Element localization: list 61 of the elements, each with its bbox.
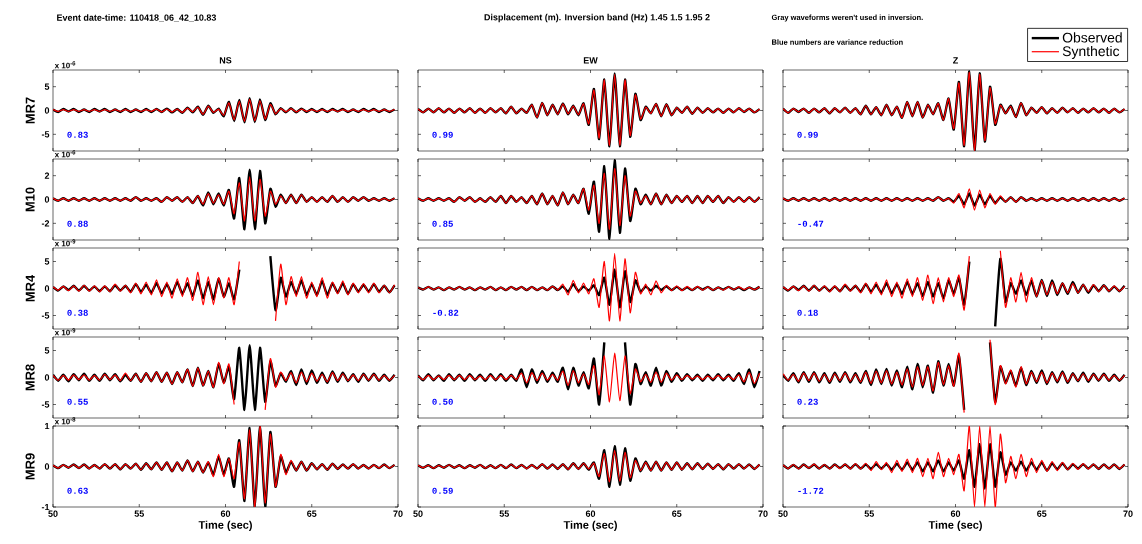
y-tick-label: 0 xyxy=(44,374,50,381)
y-tick-label: -1 xyxy=(41,503,50,511)
annotation: -0.47 xyxy=(798,220,824,227)
y-tick-label: -5 xyxy=(41,401,50,408)
x-tick-label: 55 xyxy=(499,510,509,517)
chart-title: EW xyxy=(583,57,598,64)
x-tick-label: 50 xyxy=(48,510,58,517)
y-tick-label: -2 xyxy=(41,220,50,227)
y-tick-label: 0 xyxy=(44,463,50,470)
y-tick-label: 5 xyxy=(44,347,50,354)
x-tick-label: 55 xyxy=(134,510,144,517)
y-tick-label: -5 xyxy=(41,312,50,319)
legend-label: Synthetic xyxy=(1062,45,1120,59)
x-axis-title: Time (sec) xyxy=(198,520,252,531)
x-tick-label: 65 xyxy=(1037,510,1047,517)
y-tick-label: 5 xyxy=(44,83,50,90)
chart-title: NS xyxy=(219,57,232,64)
annotation: 0.63 xyxy=(67,487,88,494)
x-tick-label: 50 xyxy=(413,510,423,517)
x-tick-label: 65 xyxy=(307,510,317,517)
annotation: 0.18 xyxy=(797,309,818,316)
y-tick-label: 2 xyxy=(44,172,50,179)
annotation: 0.99 xyxy=(797,131,818,138)
y-axis-title: MR8 xyxy=(25,364,35,391)
y-tick-label: 5 xyxy=(44,258,50,265)
annotation: 0.83 xyxy=(67,131,88,138)
legend-label: Observed xyxy=(1062,32,1122,43)
x-tick-label: 60 xyxy=(950,510,961,517)
y-tick-label: 1 xyxy=(45,422,50,430)
annotation: -1.72 xyxy=(798,487,824,494)
x-axis-title: Time (sec) xyxy=(928,520,982,531)
annotation: 0.23 xyxy=(797,398,818,405)
y-axis-title: MR4 xyxy=(25,274,35,302)
x-tick-label: 60 xyxy=(220,510,231,517)
x-tick-label: 60 xyxy=(585,510,596,517)
annotation: 0.59 xyxy=(432,487,453,494)
annotation: 0.85 xyxy=(432,220,453,227)
annotation: 0.99 xyxy=(432,131,453,138)
chart-title: Z xyxy=(953,57,958,64)
x-tick-label: 70 xyxy=(1123,510,1133,517)
y-axis-title: MR9 xyxy=(25,453,35,480)
text: Displacement (m). Inversion band (Hz) 1.45 1.5 1.95 2 xyxy=(484,13,710,23)
annotation: 0.88 xyxy=(67,220,88,227)
annotation: 0.55 xyxy=(67,398,88,405)
annotation: 0.38 xyxy=(67,309,88,316)
x-tick-label: 70 xyxy=(393,510,403,517)
annotation: 0.50 xyxy=(432,398,453,405)
x-axis-title: Time (sec) xyxy=(563,520,617,531)
y-tick-label: 0 xyxy=(44,285,50,292)
line-series xyxy=(53,426,396,508)
y-tick-label: 0 xyxy=(44,196,50,203)
y-tick-label: -5 xyxy=(41,131,50,138)
y-axis-title: M10 xyxy=(25,187,35,212)
y-axis-title: MR7 xyxy=(25,97,35,124)
x-tick-label: 70 xyxy=(758,510,768,517)
x-tick-label: 55 xyxy=(864,510,874,517)
text: Event date-time: 110418_06_42_10.83 xyxy=(57,14,217,22)
x-tick-label: 65 xyxy=(672,510,682,517)
y-tick-label: 0 xyxy=(44,107,50,114)
x-tick-label: 50 xyxy=(778,510,788,517)
annotation: -0.82 xyxy=(433,309,459,316)
